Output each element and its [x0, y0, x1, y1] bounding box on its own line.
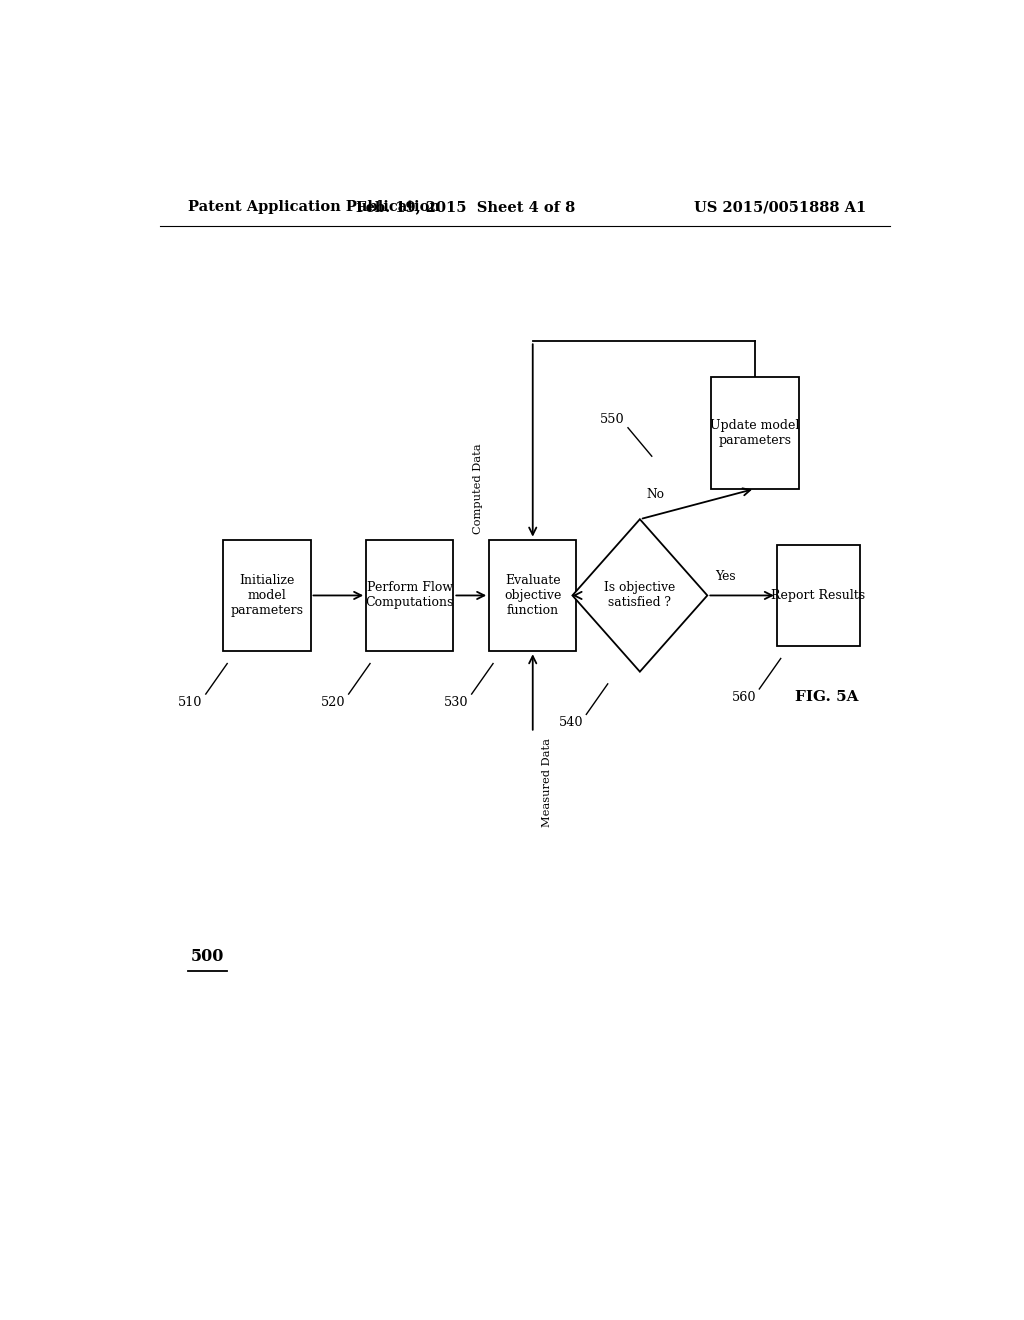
Text: 530: 530	[444, 696, 468, 709]
Text: 560: 560	[731, 690, 756, 704]
Text: Is objective
satisfied ?: Is objective satisfied ?	[604, 581, 676, 610]
Text: Computed Data: Computed Data	[473, 444, 482, 535]
Text: 500: 500	[190, 948, 224, 965]
Text: FIG. 5A: FIG. 5A	[795, 690, 858, 704]
Text: Initialize
model
parameters: Initialize model parameters	[230, 574, 303, 616]
Text: 520: 520	[321, 696, 345, 709]
FancyBboxPatch shape	[712, 378, 799, 488]
Text: 550: 550	[600, 413, 625, 426]
FancyBboxPatch shape	[367, 540, 454, 651]
Text: Yes: Yes	[715, 570, 736, 583]
Text: Patent Application Publication: Patent Application Publication	[187, 201, 439, 214]
Text: No: No	[646, 488, 665, 500]
Text: 540: 540	[559, 717, 583, 730]
FancyBboxPatch shape	[223, 540, 310, 651]
Text: 510: 510	[178, 696, 203, 709]
FancyBboxPatch shape	[489, 540, 577, 651]
FancyBboxPatch shape	[777, 545, 860, 647]
Text: Feb. 19, 2015  Sheet 4 of 8: Feb. 19, 2015 Sheet 4 of 8	[355, 201, 574, 214]
Text: US 2015/0051888 A1: US 2015/0051888 A1	[694, 201, 866, 214]
Text: Perform Flow
Computations: Perform Flow Computations	[366, 581, 454, 610]
Text: Measured Data: Measured Data	[543, 738, 552, 826]
Text: Evaluate
objective
function: Evaluate objective function	[504, 574, 561, 616]
Text: Update model
parameters: Update model parameters	[711, 418, 800, 447]
Text: Report Results: Report Results	[771, 589, 865, 602]
Polygon shape	[572, 519, 708, 672]
